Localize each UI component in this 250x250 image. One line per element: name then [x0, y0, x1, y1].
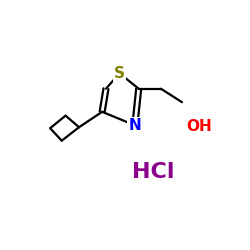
Text: N: N: [128, 118, 141, 133]
Text: S: S: [114, 66, 125, 81]
Text: HCl: HCl: [132, 162, 174, 182]
Text: OH: OH: [186, 119, 212, 134]
